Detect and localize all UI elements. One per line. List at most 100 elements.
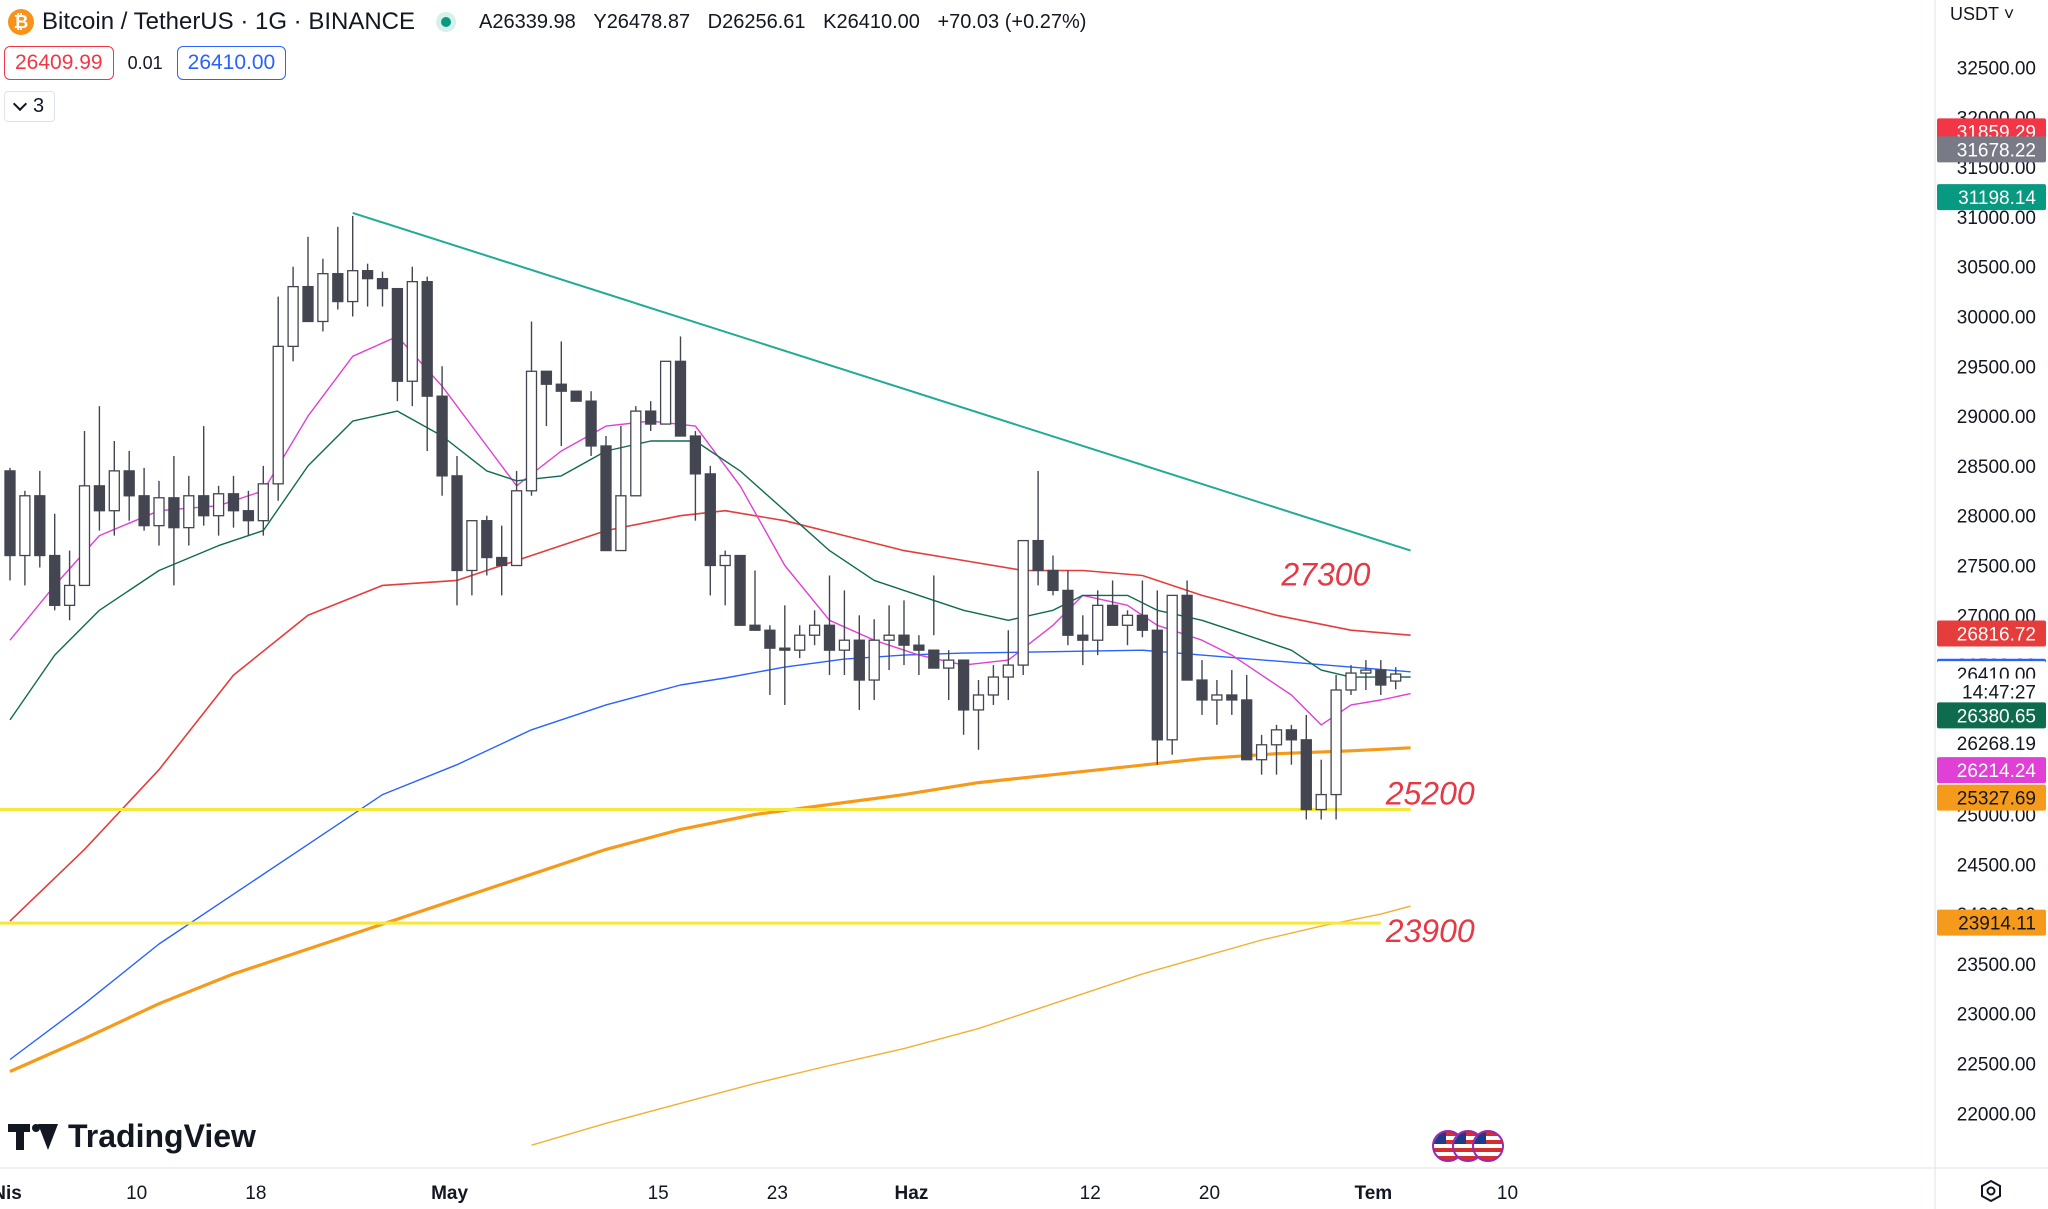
candle-body [1315, 793, 1327, 811]
candle-body [600, 445, 612, 552]
trendline [352, 211, 1411, 552]
moving-average-line-0 [9, 509, 1411, 922]
candle [361, 263, 374, 307]
open-label: A [479, 10, 493, 33]
quote-box: 26409.99 0.01 26410.00 [4, 46, 287, 80]
bitcoin-icon: ₿ [8, 9, 34, 35]
candle-body [302, 285, 314, 323]
candle [1002, 630, 1014, 700]
candle-body [1226, 694, 1238, 701]
candle-body [1196, 679, 1208, 701]
candle [928, 575, 940, 669]
candle [317, 258, 329, 332]
candle [1151, 590, 1163, 765]
candle [406, 266, 418, 407]
x-tick-label: 10 [1497, 1183, 1518, 1204]
y-tick-label: 31000.00 [1957, 208, 2036, 229]
moving-average-line-1 [9, 649, 1411, 1061]
economic-event-flag-icon[interactable] [1472, 1130, 1504, 1162]
candle-body [943, 659, 955, 669]
tradingview-logo[interactable]: TradingView [8, 1118, 256, 1155]
candle [719, 550, 731, 606]
candle [1196, 660, 1208, 715]
candle-body [555, 383, 567, 392]
candle-body [34, 495, 46, 557]
candle [496, 525, 508, 596]
candle [1226, 670, 1238, 715]
candle [1181, 580, 1193, 681]
candle-body [466, 520, 478, 572]
candle-body [376, 278, 389, 290]
candle-body [198, 495, 210, 517]
candle [779, 605, 791, 705]
candle-body [764, 629, 776, 649]
economic-events[interactable] [1432, 1130, 1504, 1162]
candle [1047, 555, 1059, 596]
price-tag-label: 26816.72 [1957, 625, 2036, 646]
price-tag-bg [1937, 757, 2046, 784]
candle-body [421, 280, 433, 397]
candle [943, 650, 955, 700]
candle-body [585, 400, 597, 447]
candle-body [391, 287, 404, 382]
candle [108, 441, 120, 536]
y-tick-label: 29500.00 [1957, 357, 2036, 378]
candle [347, 215, 359, 317]
currency-label: USDT [1950, 4, 1999, 24]
high-value: 26478.87 [606, 10, 691, 33]
x-tick-label: 20 [1199, 1183, 1220, 1204]
indicators-toggle-button[interactable]: 3 [4, 91, 56, 122]
candle [212, 485, 225, 536]
sell-button[interactable]: 26409.99 [4, 46, 114, 80]
candle [138, 467, 150, 531]
candle [1017, 539, 1029, 676]
y-tick-label: 32500.00 [1957, 59, 2036, 80]
candle-body [1062, 589, 1074, 636]
price-tag-bg [1937, 784, 2046, 811]
price-tag: 14:47:27 [1937, 678, 2046, 705]
candle [987, 665, 1000, 705]
candle-body [4, 470, 16, 557]
candle [659, 360, 672, 425]
price-tag-bg [1937, 909, 2046, 936]
candle [1345, 665, 1357, 695]
price-tag: 31198.14 [1937, 184, 2046, 211]
candle [272, 296, 284, 501]
candle-body [928, 649, 940, 669]
candle-body [659, 360, 672, 425]
candle [1077, 615, 1089, 666]
price-tag-bg [1937, 678, 2046, 705]
buy-button[interactable]: 26410.00 [176, 46, 287, 80]
settings-icon[interactable] [1980, 1180, 2002, 1202]
y-tick-label: 25000.00 [1957, 806, 2036, 827]
candle-body [1032, 539, 1044, 572]
chevron-down-icon: ˅ [1998, 4, 2015, 24]
candle-body [1166, 594, 1178, 741]
low-label: D [707, 10, 723, 33]
price-tag: 23914.11 [1937, 909, 2046, 936]
candle-body [287, 285, 299, 348]
candle [1241, 675, 1253, 761]
price-tag-bg [1937, 184, 2046, 211]
candle [451, 455, 463, 606]
candle [1211, 680, 1223, 725]
candle [1092, 590, 1104, 656]
symbol-title[interactable]: Bitcoin / TetherUS · 1G · BINANCE [42, 8, 416, 35]
candle-body [838, 639, 851, 651]
candle [913, 635, 925, 676]
candle-body [1285, 729, 1298, 741]
candle-body [108, 470, 120, 512]
candle-body [808, 624, 821, 636]
candle [183, 475, 195, 546]
candle-body [823, 624, 836, 651]
candle [808, 610, 821, 646]
candle-body [615, 495, 627, 552]
candle-body [123, 470, 135, 497]
candle [332, 226, 344, 310]
candle-body [719, 554, 731, 567]
candle [510, 470, 523, 567]
y-tick-label: 23500.00 [1957, 955, 2036, 976]
currency-selector[interactable]: USDT ˅ [1950, 4, 2014, 25]
candle-body [704, 473, 716, 567]
